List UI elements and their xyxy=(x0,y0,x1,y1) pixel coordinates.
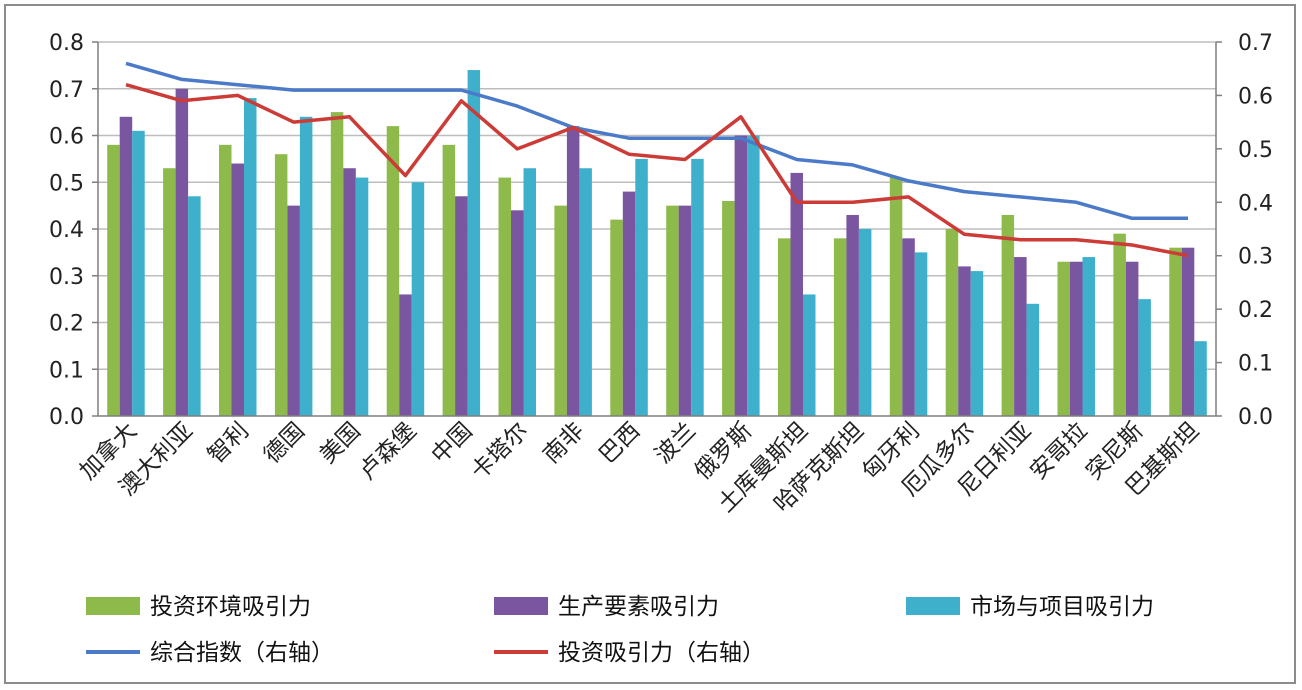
bar-2-16 xyxy=(958,266,971,416)
bar-3-12 xyxy=(747,135,760,416)
bar-1-8 xyxy=(498,177,511,416)
tick-label-left: 0.6 xyxy=(49,125,84,150)
legend-swatch-3 xyxy=(906,597,960,615)
tick-label-right: 0.5 xyxy=(1238,138,1273,163)
bar-1-11 xyxy=(666,205,679,416)
bar-2-7 xyxy=(455,196,468,416)
bar-2-20 xyxy=(1181,247,1195,416)
tick-label-left: 0.7 xyxy=(49,78,84,103)
bar-2-13 xyxy=(790,172,803,416)
bar-3-1 xyxy=(132,130,145,416)
tick-label-left: 0.3 xyxy=(49,265,84,290)
legend-label-2: 生产要素吸引力 xyxy=(558,594,719,620)
bar-2-3 xyxy=(231,163,244,416)
bar-1-2 xyxy=(163,168,176,416)
bar-1-3 xyxy=(219,144,232,416)
bar-2-9 xyxy=(566,126,580,417)
bar-2-17 xyxy=(1014,257,1027,416)
bar-3-14 xyxy=(858,229,872,416)
tick-label-left: 0.5 xyxy=(49,171,84,196)
bar-1-19 xyxy=(1113,233,1126,416)
bar-3-8 xyxy=(523,168,536,416)
category-label: 德国 xyxy=(259,418,310,469)
tick-label-right: 0.2 xyxy=(1238,298,1273,323)
bar-3-18 xyxy=(1082,257,1095,416)
bar-2-5 xyxy=(343,168,356,416)
bar-2-15 xyxy=(902,238,915,416)
tick-label-right: 0.6 xyxy=(1238,84,1273,109)
bar-3-15 xyxy=(914,252,928,416)
legend-swatch-2 xyxy=(494,597,548,615)
category-label: 巴西 xyxy=(594,418,645,469)
category-label: 中国 xyxy=(427,418,478,469)
chart-frame: 0.0 0.1 0.2 0.3 0.4 0.5 0.6 0.7 0.8 0.0 0.1 0.2 0.3… xyxy=(4,4,1296,684)
bar-3-19 xyxy=(1138,299,1151,416)
bar-2-11 xyxy=(678,205,692,416)
bar-2-18 xyxy=(1070,261,1083,416)
chart-svg: 0.0 0.1 0.2 0.3 0.4 0.5 0.6 0.7 0.8 0.0 0.1 0.2 0.3… xyxy=(49,31,1273,666)
bar-2-6 xyxy=(399,294,412,416)
tick-label-right: 0.3 xyxy=(1238,245,1273,270)
tick-label-left: 0.2 xyxy=(49,312,84,337)
bar-1-18 xyxy=(1057,261,1070,416)
bar-1-9 xyxy=(554,205,567,416)
tick-label-left: 0.8 xyxy=(49,31,84,56)
bar-3-5 xyxy=(355,177,369,416)
category-label: 美国 xyxy=(315,418,366,469)
bar-1-10 xyxy=(610,219,623,416)
legend-label-4: 综合指数（右轴） xyxy=(150,640,334,666)
bar-1-14 xyxy=(833,238,847,416)
category-label: 卢森堡 xyxy=(355,418,422,485)
bar-3-17 xyxy=(1026,303,1040,416)
bar-1-6 xyxy=(386,126,400,417)
bar-3-11 xyxy=(691,158,704,416)
bar-1-4 xyxy=(274,154,288,416)
category-label: 安哥拉 xyxy=(1025,418,1092,485)
bar-1-20 xyxy=(1169,247,1182,416)
bar-3-9 xyxy=(579,168,592,416)
bar-2-4 xyxy=(287,205,300,416)
tick-label-right: 0.4 xyxy=(1238,191,1273,216)
bar-2-14 xyxy=(846,214,859,416)
line-series-2 xyxy=(125,83,1189,258)
tick-label-right: 0.7 xyxy=(1238,31,1273,56)
tick-label-left: 0.1 xyxy=(49,358,84,383)
line-series-1 xyxy=(125,61,1188,221)
tick-label-right: 0.0 xyxy=(1238,405,1273,430)
tick-label-right: 0.1 xyxy=(1238,352,1273,377)
category-label: 卡塔尔 xyxy=(466,418,533,485)
bar-2-12 xyxy=(734,135,748,416)
bar-3-13 xyxy=(803,294,816,416)
bar-1-5 xyxy=(330,112,344,416)
bar-3-6 xyxy=(411,182,425,416)
legend-swatch-1 xyxy=(86,597,140,615)
bar-1-13 xyxy=(778,238,791,416)
bar-3-10 xyxy=(635,158,648,416)
category-label: 智利 xyxy=(203,418,254,469)
bar-2-10 xyxy=(622,191,636,416)
legend-label-1: 投资环境吸引力 xyxy=(150,594,311,620)
bar-3-16 xyxy=(970,271,984,416)
bar-1-7 xyxy=(442,144,456,416)
bar-2-19 xyxy=(1125,261,1139,416)
bar-2-8 xyxy=(511,210,524,416)
legend-label-5: 投资吸引力（右轴） xyxy=(558,640,765,666)
bar-3-7 xyxy=(467,70,481,417)
category-label: 波兰 xyxy=(650,418,701,469)
bar-1-1 xyxy=(107,144,120,416)
bar-1-16 xyxy=(945,229,959,416)
legend-label-3: 市场与项目吸引力 xyxy=(970,594,1154,620)
bar-1-12 xyxy=(722,200,735,416)
bar-2-1 xyxy=(119,116,133,417)
tick-label-left: 0.0 xyxy=(49,405,84,430)
bar-3-3 xyxy=(244,98,257,416)
bar-2-2 xyxy=(175,88,189,416)
tick-label-left: 0.4 xyxy=(49,218,84,243)
bar-3-2 xyxy=(188,196,201,416)
bar-3-4 xyxy=(299,116,313,417)
bar-1-17 xyxy=(1001,214,1015,416)
category-label: 南非 xyxy=(538,418,589,469)
bar-1-15 xyxy=(889,177,903,416)
bar-3-20 xyxy=(1194,341,1207,416)
